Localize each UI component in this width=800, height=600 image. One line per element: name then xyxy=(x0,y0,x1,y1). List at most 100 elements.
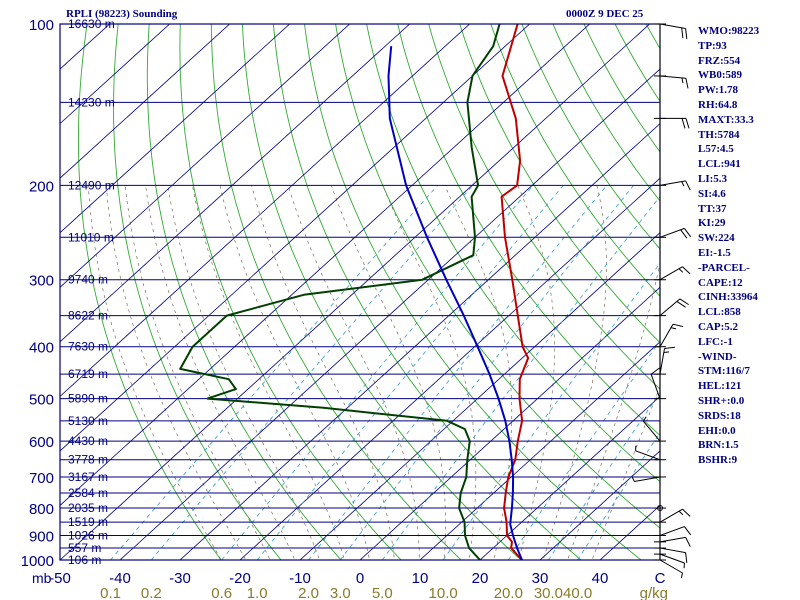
height-label: 6719 m xyxy=(68,367,108,381)
isotherm xyxy=(419,341,660,560)
isotherm xyxy=(659,559,660,560)
moist-adiabat xyxy=(105,185,246,560)
mixing-ratio-line xyxy=(442,262,660,560)
mixing-ratio-line xyxy=(221,185,534,560)
sounding-index: SRDS:18 xyxy=(698,409,741,422)
barb-half-flag xyxy=(663,351,670,353)
sounding-index: MAXT:33.3 xyxy=(698,113,754,126)
barb-flag xyxy=(650,367,660,375)
moist-adiabat xyxy=(87,185,222,560)
height-label: 12490 m xyxy=(68,178,115,192)
moist-adiabat xyxy=(251,185,395,560)
sounding-index: BRN:1.5 xyxy=(698,439,739,452)
moist-adiabat xyxy=(287,185,420,560)
sounding-index: EHI:0.0 xyxy=(698,424,736,437)
sounding-index: WMO:98223 xyxy=(698,25,760,37)
sounding-index: LI:5.3 xyxy=(698,173,728,185)
mixing-ratio-label: 0.1 xyxy=(100,585,121,600)
sounding-index: L57:4.5 xyxy=(698,143,734,156)
pressure-tick-label: 400 xyxy=(29,340,54,357)
mixing-ratio-line xyxy=(577,432,660,560)
wind-barb xyxy=(659,227,692,239)
pressure-tick-label: 700 xyxy=(29,470,54,487)
isotherm xyxy=(60,24,171,125)
barb-half-flag xyxy=(681,77,684,84)
sounding-index: LCL:941 xyxy=(698,158,741,171)
wind-barb xyxy=(660,117,690,129)
sounding-index: -PARCEL- xyxy=(698,261,750,274)
mixing-ratio-label: 5.0 xyxy=(372,585,393,600)
isotherm xyxy=(239,177,660,560)
barb-shaft xyxy=(659,23,686,30)
barb-flag xyxy=(685,180,691,191)
dry-adiabat xyxy=(272,24,582,560)
sounding-index: HEL:121 xyxy=(698,380,742,393)
sounding-index: SW:224 xyxy=(698,232,735,245)
sounding-index: CINH:33964 xyxy=(698,291,758,304)
barb-flag xyxy=(684,228,692,238)
height-label: 16630 m xyxy=(68,17,115,31)
barb-flag xyxy=(680,229,688,239)
dry-adiabat xyxy=(670,12,800,571)
pressure-unit: mb xyxy=(32,570,52,586)
temperature-tick-label: 10 xyxy=(412,570,429,587)
dewpoint-profile xyxy=(179,24,501,560)
sounding-index: TP:93 xyxy=(698,39,727,52)
barb-flag xyxy=(682,266,691,275)
barb-flag xyxy=(681,118,686,129)
mixing-ratio-label: 20.0 xyxy=(494,585,523,600)
barb-half-flag xyxy=(680,572,684,579)
sounding-index: RH:64.8 xyxy=(698,99,738,111)
sounding-index: PW:1.78 xyxy=(698,84,739,97)
barb-half-flag xyxy=(670,327,677,330)
dry-adiabat xyxy=(113,24,282,560)
pressure-tick-label: 500 xyxy=(29,392,54,409)
barb-half-flag xyxy=(631,476,635,482)
mixing-ratio-label: 2.0 xyxy=(298,585,319,600)
dry-adiabat xyxy=(614,24,660,103)
barb-shaft xyxy=(659,547,686,554)
sounding-index: BSHR:9 xyxy=(698,454,738,467)
barb-half-flag xyxy=(681,181,685,187)
barb-shaft xyxy=(659,323,674,347)
height-label: 3778 m xyxy=(68,453,108,467)
moist-adiabat xyxy=(517,185,556,560)
pressure-tick-label: 1000 xyxy=(21,553,54,570)
isotherm xyxy=(60,24,351,288)
isotherm xyxy=(359,286,660,560)
wind-barb xyxy=(650,367,661,399)
barb-shaft xyxy=(659,227,685,238)
sounding-index: CAPE:12 xyxy=(698,276,743,289)
mixing-ratio-label: 1.0 xyxy=(247,585,268,600)
pressure-tick-label: 200 xyxy=(29,178,54,195)
pressure-tick-label: 800 xyxy=(29,501,54,518)
wind-barb xyxy=(659,180,691,191)
dry-adiabat xyxy=(459,24,660,344)
barb-half-flag xyxy=(678,268,684,273)
wind-barb xyxy=(659,508,691,523)
dry-adiabat xyxy=(397,24,660,436)
dry-adiabat xyxy=(521,24,660,250)
barb-shaft xyxy=(659,559,683,574)
mixing-ratio-line xyxy=(110,185,438,560)
temperature-tick-label: -30 xyxy=(169,570,191,587)
barb-shaft xyxy=(659,536,686,543)
height-label: 5890 m xyxy=(68,392,108,406)
dry-adiabat xyxy=(793,12,800,571)
isotherm xyxy=(60,24,231,179)
sounding-index: STM:116/7 xyxy=(698,365,750,378)
isotherm xyxy=(60,24,411,343)
mixing-ratio-line xyxy=(339,185,634,560)
dry-adiabat xyxy=(146,24,342,560)
wind-barb xyxy=(659,75,689,89)
sounding-index: WB0:589 xyxy=(698,69,742,82)
barb-flag xyxy=(681,27,684,39)
pressure-tick-label: 600 xyxy=(29,434,54,451)
dry-adiabat xyxy=(210,24,462,560)
barb-half-flag xyxy=(678,510,684,516)
temperature-tick-label: -20 xyxy=(229,570,251,587)
temperature-tick-label: 20 xyxy=(472,570,489,587)
moist-adiabat xyxy=(542,185,607,560)
temperature-tick-label: -40 xyxy=(109,570,131,587)
